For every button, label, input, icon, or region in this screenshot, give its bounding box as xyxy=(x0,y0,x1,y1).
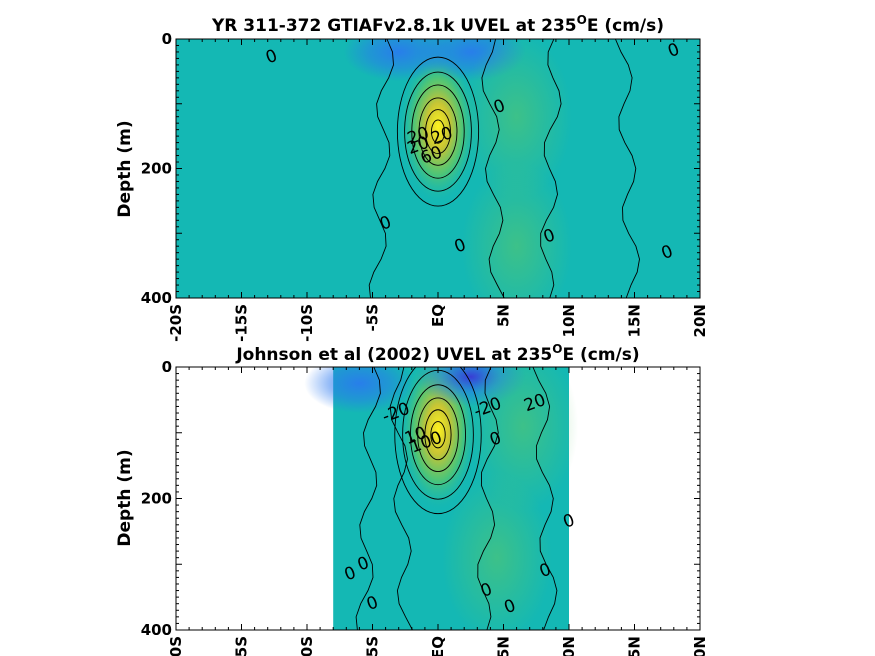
x-tick-label: -10S xyxy=(298,304,316,342)
contour-line xyxy=(410,384,466,486)
x-tick-label: 5N xyxy=(495,636,513,656)
axes: -20S -15S -10S -5S EQ 5N 10N 15N 20N 0 200 400 xyxy=(141,358,709,656)
panel-johnson-title: Johnson et al (2002) UVEL at 235OE (cm/s… xyxy=(235,342,639,365)
contour-line xyxy=(481,39,505,298)
x-tick-label: -20S xyxy=(167,304,185,342)
y-axis-label: Depth (m) xyxy=(115,120,135,217)
contour-line xyxy=(477,367,499,630)
contour-line xyxy=(394,367,482,515)
x-tick-label: 10N xyxy=(560,304,578,337)
x-tick-label: 15N xyxy=(626,636,644,656)
field-feature-eastward xyxy=(441,472,552,630)
field-feature-jet xyxy=(398,48,478,205)
contour-line xyxy=(540,39,562,298)
y-tick-label: 400 xyxy=(141,289,172,307)
field-feature-westward xyxy=(304,367,415,414)
x-tick-label: EQ xyxy=(429,636,447,656)
axes: -20S -15S -10S -5S EQ 5N 10N 15N 20N 0 200 400 xyxy=(141,30,709,342)
x-tick-label: 5N xyxy=(495,304,513,327)
contour-line xyxy=(417,397,459,472)
field-feature-eastward xyxy=(461,39,572,201)
contour-line xyxy=(411,84,465,179)
x-tick-label: 20N xyxy=(691,636,709,656)
velocity-field xyxy=(176,39,700,298)
x-tick-label: -15S xyxy=(233,304,251,342)
y-tick-label: 0 xyxy=(162,30,172,48)
x-tick-label: 20N xyxy=(691,304,709,337)
contour-line xyxy=(396,56,480,207)
contour-line xyxy=(430,421,446,449)
panel-gtiaf-title: YR 311-372 GTIAFv2.8.1k UVEL at 235OE (c… xyxy=(211,13,664,36)
contour-line xyxy=(418,97,458,166)
panel-johnson: Johnson et al (2002) UVEL at 235OE (cm/s… xyxy=(115,342,709,656)
y-tick-label: 400 xyxy=(141,621,172,639)
contour-lines xyxy=(368,39,640,298)
x-tick-label: -15S xyxy=(233,636,251,656)
contour-line xyxy=(355,367,381,630)
panel-gtiaf: YR 311-372 GTIAFv2.8.1k UVEL at 235OE (c… xyxy=(115,13,709,342)
x-tick-label: -5S xyxy=(364,636,382,656)
x-tick-label: 10N xyxy=(560,636,578,656)
contour-line xyxy=(425,109,451,155)
velocity-field xyxy=(304,367,579,630)
contour-line xyxy=(404,71,472,192)
x-tick-label: 15N xyxy=(626,304,644,337)
contour-line xyxy=(368,39,394,298)
contour-line xyxy=(431,119,446,144)
x-tick-label: -5S xyxy=(364,304,382,331)
contour-line xyxy=(532,367,558,630)
y-axis-label: Depth (m) xyxy=(115,449,135,546)
y-tick-label: 0 xyxy=(162,358,172,376)
contour-line xyxy=(389,367,413,630)
field-feature-eastward xyxy=(461,162,572,298)
y-tick-label: 200 xyxy=(141,160,172,178)
x-tick-label: EQ xyxy=(429,304,447,327)
contour-line xyxy=(424,409,452,461)
x-tick-label: -20S xyxy=(167,636,185,656)
contour-line xyxy=(614,39,640,298)
x-tick-label: -10S xyxy=(298,636,316,656)
y-tick-label: 200 xyxy=(141,490,172,508)
